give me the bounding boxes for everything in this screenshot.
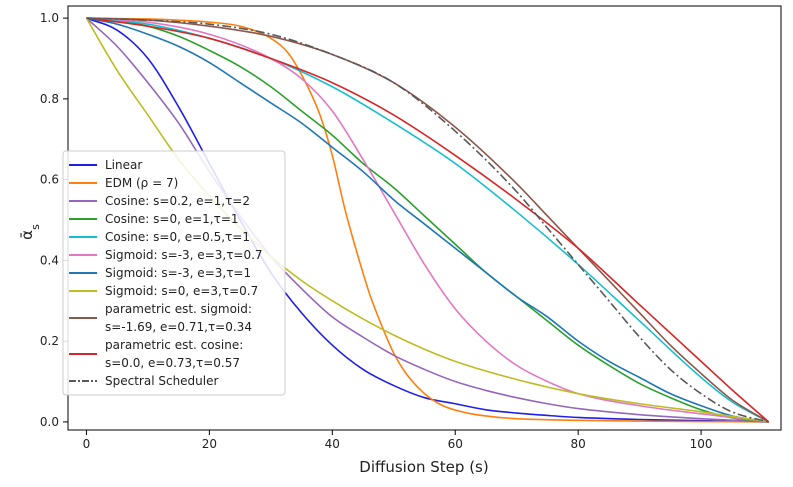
legend-label: Cosine: s=0, e=0.5,τ=1 — [105, 230, 250, 244]
y-tick-label: 0.8 — [40, 92, 59, 106]
legend-label: parametric est. cosine: — [105, 338, 243, 352]
legend-label: Sigmoid: s=0, e=3,τ=0.7 — [105, 284, 258, 298]
legend-label: parametric est. sigmoid: — [105, 302, 252, 316]
series-line-9 — [86, 17, 770, 423]
x-tick-label: 0 — [83, 437, 91, 451]
x-tick-label: 60 — [448, 437, 463, 451]
legend-label: Linear — [105, 158, 142, 172]
y-tick-label: 0.6 — [40, 173, 59, 187]
series-line-10 — [86, 17, 769, 423]
x-axis-label: Diffusion Step (s) — [359, 458, 488, 476]
x-tick-label: 100 — [690, 437, 713, 451]
y-axis-label-sub: s — [29, 224, 42, 230]
legend-label: Sigmoid: s=-3, e=3,τ=1 — [105, 266, 251, 280]
x-tick-label: 80 — [571, 437, 586, 451]
axis-ticks: 0 20 40 60 80 100 0.0 0.2 0.4 0.6 0.8 1.0 — [40, 11, 713, 451]
series-line-5 — [86, 17, 769, 423]
y-tick-label: 0.2 — [40, 334, 59, 348]
y-axis-label: ᾱs — [18, 224, 42, 240]
series-line-1 — [86, 17, 769, 423]
series-line-2 — [85, 17, 769, 423]
series-line-6 — [86, 17, 769, 423]
legend-label: s=-1.69, e=0.71,τ=0.34 — [105, 320, 252, 334]
legend-label: Cosine: s=0, e=1,τ=1 — [105, 212, 239, 226]
series-line-0 — [86, 17, 769, 423]
y-tick-label: 0.4 — [40, 253, 59, 267]
y-tick-label: 1.0 — [40, 11, 59, 25]
legend-label: Sigmoid: s=-3, e=3,τ=0.7 — [105, 248, 263, 262]
legend-box — [62, 150, 286, 396]
y-tick-label: 0.0 — [40, 415, 59, 429]
legend-label: s=0.0, e=0.73,τ=0.57 — [105, 356, 240, 370]
legend-label: Cosine: s=0.2, e=1,τ=2 — [105, 194, 250, 208]
legend-label: EDM (ρ = 7) — [105, 176, 178, 190]
x-tick-label: 40 — [325, 437, 340, 451]
x-tick-label: 20 — [202, 437, 217, 451]
series-line-3 — [86, 17, 769, 423]
legend: Linear EDM (ρ = 7) Cosine: s=0.2, e=1,τ=2 C… — [62, 150, 286, 396]
series-line-8 — [86, 17, 770, 423]
legend-label: Spectral Scheduler — [105, 374, 218, 388]
y-axis-label-main: ᾱ — [18, 230, 36, 240]
series-lines — [85, 17, 770, 423]
